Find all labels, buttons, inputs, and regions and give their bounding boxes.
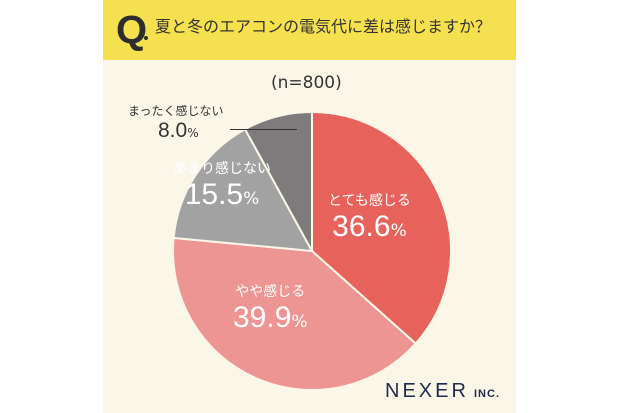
pie-chart xyxy=(172,110,452,392)
slice-value: 8.0 xyxy=(158,119,188,142)
percent-sign: % xyxy=(187,126,199,140)
percent-sign: % xyxy=(390,221,407,241)
brand-suffix: INC. xyxy=(474,388,500,400)
slice-value: 15.5 xyxy=(184,178,244,211)
slice-label: やや感じる xyxy=(235,284,306,300)
sample-size: (n=800) xyxy=(271,73,342,93)
leader-line xyxy=(230,129,297,130)
slice-somewhat xyxy=(172,236,418,392)
label-not-at-all: まったく感じない 8.0% xyxy=(128,103,224,143)
slice-value: 36.6 xyxy=(332,210,391,243)
q-mark: Q xyxy=(116,8,147,52)
chart-card: Q 夏と冬のエアコンの電気代に差は感じますか？ (n=800) まったく感じない… xyxy=(103,0,516,413)
nexer-logo: NEXER INC. xyxy=(385,380,500,403)
question-header: Q 夏と冬のエアコンの電気代に差は感じますか？ xyxy=(103,0,516,60)
percent-sign: % xyxy=(243,189,260,209)
slice-label: あまり感じない xyxy=(173,161,271,177)
slice-not-much xyxy=(172,127,314,253)
slice-value: 39.9 xyxy=(233,301,292,334)
label-not-much: あまり感じない 15.5% xyxy=(173,160,271,212)
slice-label: まったく感じない xyxy=(128,104,224,118)
brand-name: NEXER xyxy=(385,380,469,402)
q-dot xyxy=(144,36,148,40)
label-somewhat: やや感じる 39.9% xyxy=(233,283,308,335)
slice-label: とても感じる xyxy=(328,193,411,209)
percent-sign: % xyxy=(291,312,308,332)
slice-very-much xyxy=(311,110,452,345)
label-very-much: とても感じる 36.6% xyxy=(328,192,411,244)
question-text: 夏と冬のエアコンの電気代に差は感じますか？ xyxy=(155,17,492,36)
